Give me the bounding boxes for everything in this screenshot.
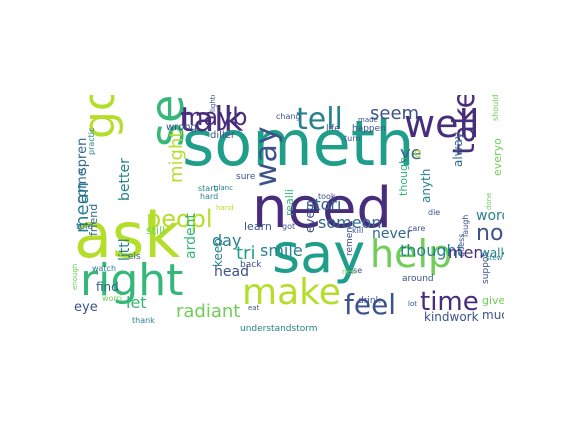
word-happen: happen [352, 124, 386, 134]
word-eye: eye [74, 300, 98, 315]
word-new: new [342, 268, 357, 276]
word-everyo: everyo [491, 138, 504, 176]
word-stori: stori [306, 195, 342, 214]
word-someon: someon [318, 213, 382, 232]
word-wrong: wrong [166, 122, 197, 133]
word-better: better [117, 158, 133, 201]
word-keep: keep [211, 238, 225, 267]
word-smile: smile [260, 241, 303, 260]
word-someth: someth [182, 107, 415, 180]
word-way: way [249, 126, 284, 187]
word-shoulder: shoulder [491, 95, 500, 121]
word-good: good [74, 95, 125, 139]
word-eat: eat [248, 304, 260, 312]
word-realli: realli [283, 189, 296, 216]
word-got: got [282, 222, 296, 231]
word-let: let [126, 293, 147, 312]
word-radiant: radiant [176, 301, 241, 322]
word-tell: tell [296, 102, 343, 137]
word-walk: walk [480, 246, 504, 260]
word-o: o [414, 146, 422, 160]
word-peopl: peopl [146, 205, 213, 233]
word-find: find [96, 280, 119, 294]
word-never: never [372, 226, 413, 242]
word-say: say [272, 222, 366, 285]
word-need: need [252, 176, 392, 241]
word-day: day [212, 231, 242, 250]
word-practic: practic [87, 127, 96, 155]
word-made: made [358, 116, 378, 124]
word-understandstorm: understandstorm [240, 324, 318, 333]
word-took: took [318, 192, 336, 201]
word-hard: hard [200, 192, 219, 201]
word-around: around [402, 274, 434, 284]
word-though: though [397, 157, 410, 196]
word-ardent: ardent [183, 213, 199, 259]
word-start: start [198, 184, 217, 193]
word-make: make [242, 272, 341, 313]
word-might: might [166, 130, 187, 183]
word-talk: talk [180, 100, 244, 140]
word-watch: watch [92, 264, 117, 273]
word-give: give [482, 294, 504, 307]
word-back: back [240, 260, 262, 270]
word-men: men [448, 243, 484, 262]
word-lightey: lightey [209, 95, 217, 112]
word-diller: diller [210, 130, 235, 141]
word-right: right [80, 255, 184, 306]
word-sure: sure [236, 172, 256, 182]
word-still: still [146, 224, 166, 237]
word-nod: nod [476, 221, 504, 246]
word-tri: tri [236, 243, 256, 264]
word-word: word [476, 208, 504, 224]
word-time: time [420, 287, 479, 317]
word-worri: worri [102, 294, 123, 303]
word-seem: seem [370, 103, 420, 124]
word-thought: thought [400, 241, 463, 260]
word-cloud: someth need ask say help right good make… [72, 95, 504, 332]
word-lot: lot [408, 300, 417, 308]
word-glanc: glanc [214, 184, 233, 192]
word-remem: remem [345, 223, 355, 256]
word-care: care [408, 224, 426, 233]
word-mayb: mayb [180, 103, 248, 131]
word-thank: thank [132, 316, 155, 325]
word-kindwork: kindwork [424, 310, 479, 324]
word-use: use [348, 266, 363, 275]
word-feel: feel [344, 288, 397, 321]
word-alway: alway [451, 132, 465, 167]
word-ask: ask [74, 199, 181, 272]
word-kill: kill [352, 226, 364, 235]
word-learn: learn [244, 220, 272, 233]
word-told: told [76, 222, 94, 232]
word-even: even [303, 203, 317, 233]
word-turn: turn [344, 134, 361, 143]
word-help: help [370, 232, 453, 276]
word-guess: guess [457, 233, 466, 257]
word-life: life [326, 124, 340, 134]
word-much: much [482, 308, 504, 322]
word-stew: stew [486, 254, 503, 262]
word-well: well [404, 102, 480, 146]
word-hand: hand [216, 204, 234, 212]
word-done: done [485, 192, 493, 210]
word-die: die [428, 208, 441, 217]
word-enough: enough [72, 263, 79, 290]
word-ye: ye [400, 143, 422, 164]
word-chang: chang [276, 112, 301, 121]
word-drink: drink [358, 296, 381, 306]
word-els: els [128, 252, 141, 262]
word-anyth: anyth [419, 168, 433, 203]
word-head: head [214, 264, 249, 280]
